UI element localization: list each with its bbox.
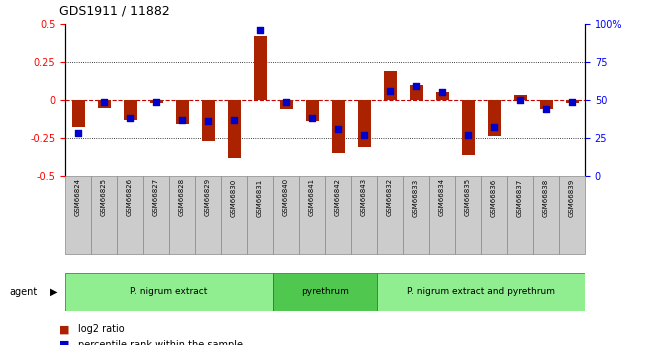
Text: GSM66838: GSM66838 (543, 178, 549, 217)
Text: pyrethrum: pyrethrum (301, 287, 349, 296)
Bar (540, 100, 552, 109)
Point (437, 90, 447, 95)
Point (125, 116, 135, 121)
Bar (254, 36, 266, 100)
Bar (143, 176, 169, 254)
Text: GSM66833: GSM66833 (413, 178, 419, 217)
Bar (65, 176, 91, 254)
Bar (455, 176, 481, 254)
Point (229, 117, 239, 122)
Text: GSM66835: GSM66835 (465, 178, 471, 216)
Text: GSM66843: GSM66843 (361, 178, 367, 216)
Bar (98, 100, 111, 108)
Bar (227, 100, 240, 158)
Text: GSM66834: GSM66834 (439, 178, 445, 216)
Point (541, 106, 551, 112)
Bar (176, 100, 188, 124)
Text: GSM66829: GSM66829 (205, 178, 211, 216)
Point (99, 99, 109, 104)
Text: ■: ■ (58, 340, 69, 345)
Text: agent: agent (10, 287, 38, 296)
Bar (462, 100, 474, 155)
Point (411, 83, 421, 89)
Bar (332, 100, 344, 153)
Text: GSM66826: GSM66826 (127, 178, 133, 216)
Bar (436, 92, 448, 100)
Text: GSM66828: GSM66828 (179, 178, 185, 216)
Text: GSM66836: GSM66836 (491, 178, 497, 217)
Bar (150, 100, 162, 103)
Text: GSM66824: GSM66824 (75, 178, 81, 216)
Point (359, 132, 369, 138)
Point (307, 116, 317, 121)
Bar (280, 100, 292, 109)
Text: GSM66841: GSM66841 (309, 178, 315, 216)
Bar (559, 176, 585, 254)
Bar (72, 100, 84, 127)
Bar (481, 176, 507, 254)
Text: GDS1911 / 11882: GDS1911 / 11882 (58, 4, 169, 17)
Text: GSM66840: GSM66840 (283, 178, 289, 216)
Bar (351, 176, 377, 254)
Point (203, 119, 213, 124)
Bar (403, 176, 429, 254)
Text: GSM66825: GSM66825 (101, 178, 107, 216)
Bar (169, 176, 195, 254)
Text: GSM66831: GSM66831 (257, 178, 263, 217)
Text: GSM66837: GSM66837 (517, 178, 523, 217)
Point (333, 126, 343, 132)
Point (255, 28, 265, 33)
Bar (247, 176, 273, 254)
Bar (299, 176, 325, 254)
Bar (124, 100, 136, 120)
Text: ▶: ▶ (49, 287, 57, 296)
Text: GSM66827: GSM66827 (153, 178, 159, 216)
Bar (306, 100, 318, 121)
Text: percentile rank within the sample: percentile rank within the sample (78, 340, 243, 345)
Bar (117, 176, 143, 254)
Text: GSM66832: GSM66832 (387, 178, 393, 216)
Bar (533, 176, 559, 254)
Text: GSM66839: GSM66839 (569, 178, 575, 217)
Point (463, 132, 473, 138)
Point (177, 117, 187, 122)
Bar (221, 176, 247, 254)
Point (385, 88, 395, 94)
Bar (507, 176, 533, 254)
Text: GSM66830: GSM66830 (231, 178, 237, 217)
Text: P. nigrum extract: P. nigrum extract (130, 287, 208, 296)
Text: GSM66842: GSM66842 (335, 178, 341, 216)
Bar (273, 273, 377, 310)
Point (515, 97, 525, 103)
Bar (488, 100, 500, 137)
Bar (195, 176, 221, 254)
Bar (273, 176, 299, 254)
Point (567, 99, 577, 104)
Bar (514, 96, 526, 100)
Point (281, 99, 291, 104)
Bar (202, 100, 214, 141)
Bar (566, 100, 578, 103)
Bar (377, 176, 403, 254)
Text: P. nigrum extract and pyrethrum: P. nigrum extract and pyrethrum (407, 287, 555, 296)
Text: ■: ■ (58, 325, 69, 334)
Bar (384, 71, 396, 100)
Bar (429, 176, 455, 254)
Bar (377, 273, 585, 310)
Bar (358, 100, 370, 147)
Bar (325, 176, 351, 254)
Text: log2 ratio: log2 ratio (78, 325, 125, 334)
Point (151, 99, 161, 104)
Bar (65, 273, 273, 310)
Bar (91, 176, 117, 254)
Point (73, 131, 83, 136)
Bar (410, 85, 422, 100)
Point (489, 125, 499, 130)
